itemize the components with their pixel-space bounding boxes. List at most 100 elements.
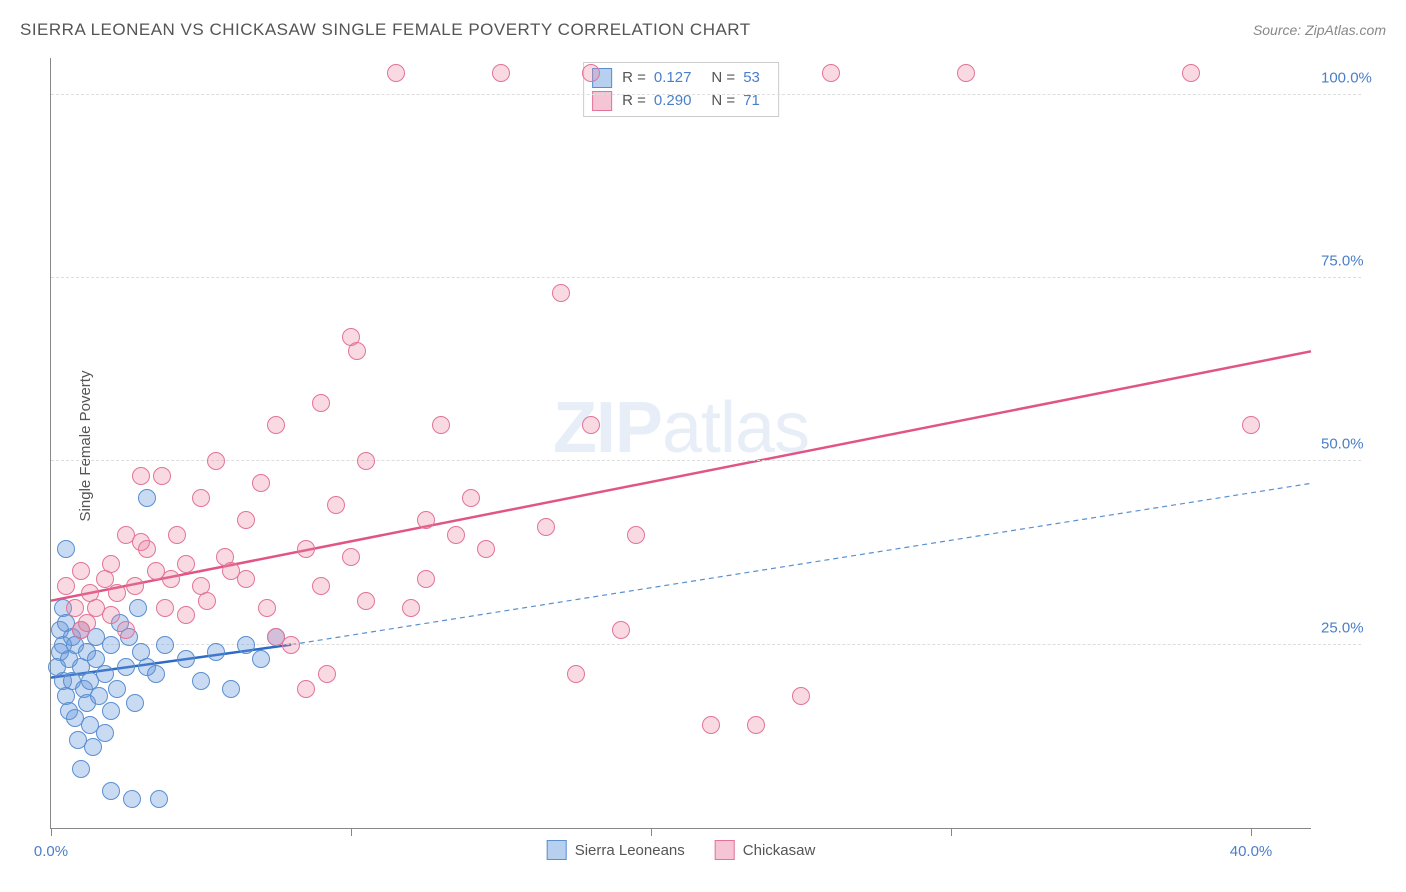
scatter-point-chickasaw [162, 570, 180, 588]
scatter-point-chickasaw [417, 570, 435, 588]
scatter-point-sierra_leoneans [129, 599, 147, 617]
scatter-point-chickasaw [447, 526, 465, 544]
source-value: ZipAtlas.com [1305, 22, 1386, 38]
scatter-point-chickasaw [138, 540, 156, 558]
regression-line [291, 483, 1311, 644]
scatter-point-chickasaw [252, 474, 270, 492]
scatter-point-sierra_leoneans [237, 636, 255, 654]
gridline-horizontal [51, 94, 1361, 95]
scatter-point-chickasaw [327, 496, 345, 514]
scatter-point-chickasaw [108, 584, 126, 602]
r-label: R = [622, 67, 646, 90]
scatter-point-chickasaw [297, 680, 315, 698]
scatter-point-chickasaw [258, 599, 276, 617]
scatter-point-chickasaw [126, 577, 144, 595]
series-legend: Sierra LeoneansChickasaw [547, 840, 816, 860]
scatter-point-chickasaw [102, 555, 120, 573]
scatter-point-sierra_leoneans [96, 724, 114, 742]
scatter-point-chickasaw [192, 489, 210, 507]
legend-swatch-chickasaw [715, 840, 735, 860]
gridline-horizontal [51, 460, 1361, 461]
regression-line [51, 351, 1311, 600]
scatter-point-chickasaw [477, 540, 495, 558]
scatter-point-chickasaw [297, 540, 315, 558]
scatter-point-chickasaw [72, 562, 90, 580]
r-value: 0.127 [654, 67, 692, 90]
scatter-point-chickasaw [402, 599, 420, 617]
scatter-point-sierra_leoneans [72, 760, 90, 778]
scatter-point-sierra_leoneans [177, 650, 195, 668]
x-tick [1251, 828, 1252, 836]
scatter-point-chickasaw [168, 526, 186, 544]
x-tick [951, 828, 952, 836]
scatter-point-chickasaw [117, 621, 135, 639]
scatter-point-chickasaw [567, 665, 585, 683]
scatter-point-sierra_leoneans [123, 790, 141, 808]
x-tick [51, 828, 52, 836]
scatter-point-chickasaw [357, 592, 375, 610]
scatter-point-chickasaw [792, 687, 810, 705]
scatter-point-chickasaw [417, 511, 435, 529]
regression-lines-layer [51, 58, 1311, 828]
legend-item-sierra_leoneans: Sierra Leoneans [547, 840, 685, 860]
x-tick [651, 828, 652, 836]
scatter-point-chickasaw [387, 64, 405, 82]
scatter-point-chickasaw [156, 599, 174, 617]
scatter-point-sierra_leoneans [126, 694, 144, 712]
scatter-point-chickasaw [957, 64, 975, 82]
x-tick-label: 40.0% [1230, 843, 1273, 860]
n-label: N = [711, 67, 735, 90]
chart-title: SIERRA LEONEAN VS CHICKASAW SINGLE FEMAL… [20, 20, 751, 40]
scatter-point-sierra_leoneans [102, 782, 120, 800]
scatter-point-chickasaw [312, 577, 330, 595]
scatter-point-sierra_leoneans [138, 489, 156, 507]
scatter-point-chickasaw [582, 416, 600, 434]
scatter-point-chickasaw [492, 64, 510, 82]
y-tick-label: 75.0% [1321, 253, 1381, 270]
scatter-point-chickasaw [237, 511, 255, 529]
scatter-point-chickasaw [318, 665, 336, 683]
scatter-point-chickasaw [312, 394, 330, 412]
stats-legend: R =0.127N =53R =0.290N =71 [583, 62, 779, 117]
scatter-point-chickasaw [282, 636, 300, 654]
x-tick-label: 0.0% [34, 843, 68, 860]
scatter-point-chickasaw [702, 716, 720, 734]
stats-legend-row-sierra_leoneans: R = 0.127 N = 53 [592, 67, 770, 90]
x-tick [351, 828, 352, 836]
scatter-point-sierra_leoneans [252, 650, 270, 668]
legend-label: Sierra Leoneans [575, 842, 685, 859]
source-attribution: Source: ZipAtlas.com [1253, 22, 1386, 38]
scatter-point-chickasaw [348, 342, 366, 360]
scatter-point-sierra_leoneans [192, 672, 210, 690]
watermark-bold: ZIP [553, 388, 662, 468]
scatter-point-chickasaw [582, 64, 600, 82]
y-tick-label: 25.0% [1321, 619, 1381, 636]
scatter-point-chickasaw [102, 606, 120, 624]
scatter-point-chickasaw [537, 518, 555, 536]
scatter-point-chickasaw [627, 526, 645, 544]
n-value: 53 [743, 67, 760, 90]
scatter-point-chickasaw [612, 621, 630, 639]
scatter-point-chickasaw [1182, 64, 1200, 82]
scatter-point-sierra_leoneans [156, 636, 174, 654]
scatter-point-chickasaw [462, 489, 480, 507]
scatter-point-chickasaw [132, 467, 150, 485]
scatter-point-chickasaw [342, 548, 360, 566]
scatter-point-chickasaw [177, 555, 195, 573]
source-label: Source: [1253, 22, 1301, 38]
y-tick-label: 100.0% [1321, 69, 1381, 86]
scatter-point-chickasaw [237, 570, 255, 588]
scatter-point-chickasaw [747, 716, 765, 734]
scatter-point-chickasaw [153, 467, 171, 485]
y-tick-label: 50.0% [1321, 436, 1381, 453]
scatter-point-sierra_leoneans [108, 680, 126, 698]
scatter-point-sierra_leoneans [117, 658, 135, 676]
scatter-point-chickasaw [198, 592, 216, 610]
scatter-point-chickasaw [432, 416, 450, 434]
legend-swatch-sierra_leoneans [547, 840, 567, 860]
scatter-point-chickasaw [267, 416, 285, 434]
scatter-point-sierra_leoneans [102, 636, 120, 654]
scatter-chart: ZIPatlas R =0.127N =53R =0.290N =71 Sier… [50, 58, 1311, 829]
scatter-point-chickasaw [1242, 416, 1260, 434]
scatter-point-chickasaw [822, 64, 840, 82]
